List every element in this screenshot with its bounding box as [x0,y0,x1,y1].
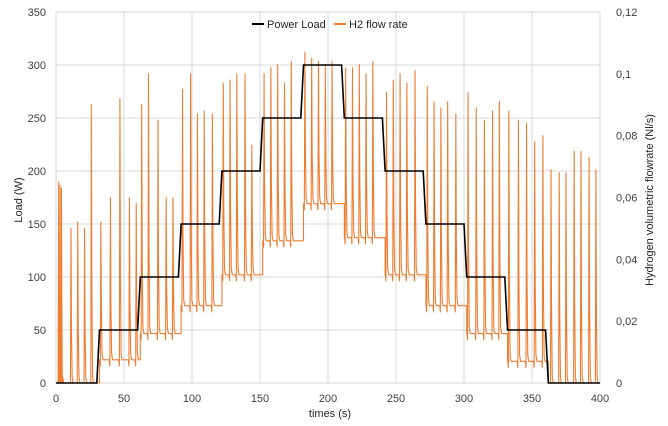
y-left-tick-label: 100 [28,272,46,284]
legend: Power Load H2 flow rate [252,19,408,31]
y-left-tick-label: 350 [28,7,46,19]
x-tick-label: 200 [319,393,337,405]
y-left-tick-label: 50 [34,325,46,337]
y-left-tick-label: 250 [28,113,46,125]
x-tick-label: 350 [523,393,541,405]
y-right-tick-label: 0,12 [616,7,637,19]
plot-series [55,51,600,384]
y-left-tick-labels: 0 50 100 150 200 250 300 350 [28,7,46,390]
x-tick-label: 400 [591,393,609,405]
series-line-power-load [56,64,600,384]
y-axis-left-title: Load (W) [13,177,25,222]
grid [55,11,601,384]
y-right-tick-label: 0,02 [616,316,637,328]
x-tick-label: 50 [118,393,130,405]
y-right-tick-label: 0,1 [616,69,631,81]
y-left-tick-label: 150 [28,219,46,231]
y-left-tick-label: 0 [40,378,46,390]
y-axis-right-title: Hydrogen volumetric flowrate (Nl/s) [644,114,656,286]
x-tick-label: 150 [251,393,269,405]
y-right-tick-labels: 0 0,02 0,04 0,06 0,08 0,1 0,12 [616,7,637,390]
x-axis-title: times (s) [309,408,351,420]
x-tick-label: 0 [53,393,59,405]
y-left-tick-label: 200 [28,166,46,178]
y-right-tick-label: 0,06 [616,193,637,205]
y-right-tick-label: 0,08 [616,131,637,143]
series-line-h2-flow-rate [55,51,600,384]
x-tick-label: 300 [455,393,473,405]
legend-label-h2-flow-rate: H2 flow rate [349,19,408,31]
x-tick-labels: 0 50 100 150 200 250 300 350 400 [53,393,609,405]
y-right-tick-label: 0 [616,378,622,390]
x-tick-label: 100 [183,393,201,405]
y-right-tick-label: 0,04 [616,254,637,266]
y-left-tick-label: 300 [28,60,46,72]
x-tick-label: 250 [387,393,405,405]
legend-label-power-load: Power Load [267,19,326,31]
